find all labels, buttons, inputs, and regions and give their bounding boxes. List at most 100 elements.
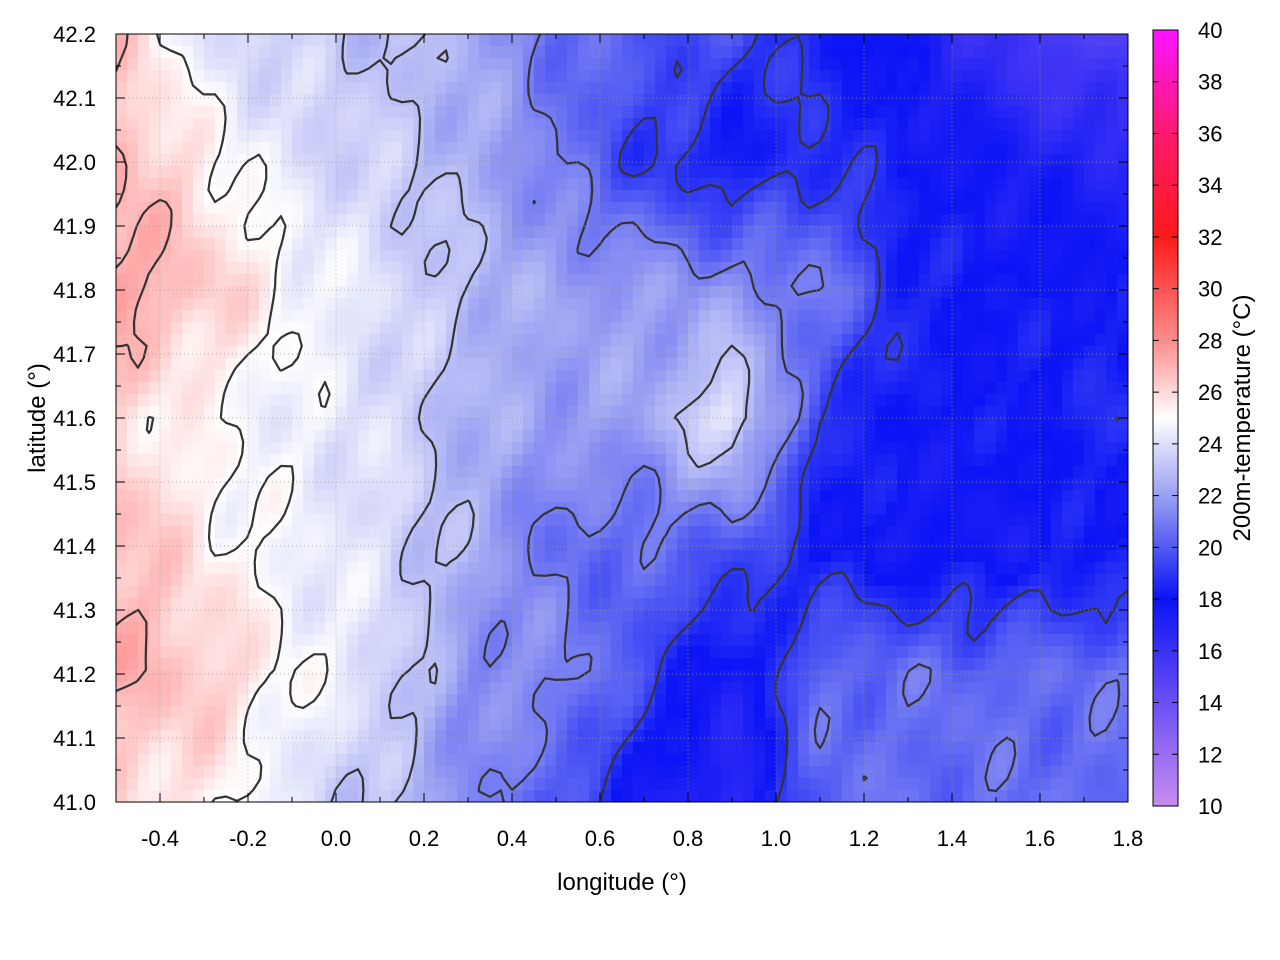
heatmap-cell	[930, 118, 942, 131]
heatmap-cell	[996, 634, 1008, 647]
heatmap-cell	[611, 106, 623, 119]
heatmap-cell	[996, 154, 1008, 167]
heatmap-cell	[149, 598, 161, 611]
heatmap-cell	[1073, 262, 1085, 275]
heatmap-cell	[1095, 502, 1107, 515]
heatmap-cell	[688, 154, 700, 167]
heatmap-cell	[237, 346, 249, 359]
heatmap-cell	[622, 610, 634, 623]
heatmap-cell	[226, 46, 238, 59]
heatmap-cell	[765, 430, 777, 443]
heatmap-cell	[336, 574, 348, 587]
heatmap-cell	[171, 430, 183, 443]
heatmap-cell	[138, 526, 150, 539]
heatmap-cell	[908, 178, 920, 191]
heatmap-cell	[611, 334, 623, 347]
heatmap-cell	[798, 298, 810, 311]
heatmap-cell	[809, 454, 821, 467]
heatmap-cell	[633, 418, 645, 431]
heatmap-cell	[369, 166, 381, 179]
heatmap-cell	[798, 598, 810, 611]
heatmap-cell	[732, 586, 744, 599]
heatmap-cell	[1095, 358, 1107, 371]
heatmap-cell	[1051, 502, 1063, 515]
heatmap-cell	[721, 226, 733, 239]
heatmap-cell	[864, 70, 876, 83]
heatmap-cell	[226, 514, 238, 527]
heatmap-cell	[787, 418, 799, 431]
heatmap-cell	[501, 658, 513, 671]
heatmap-cell	[226, 130, 238, 143]
heatmap-cell	[721, 430, 733, 443]
heatmap-cell	[864, 574, 876, 587]
heatmap-cell	[985, 46, 997, 59]
heatmap-cell	[534, 250, 546, 263]
heatmap-cell	[1029, 610, 1041, 623]
heatmap-cell	[435, 646, 447, 659]
heatmap-cell	[699, 166, 711, 179]
heatmap-cell	[985, 322, 997, 335]
heatmap-cell	[633, 478, 645, 491]
heatmap-cell	[941, 46, 953, 59]
heatmap-cell	[490, 154, 502, 167]
heatmap-cell	[545, 586, 557, 599]
heatmap-cell	[567, 478, 579, 491]
heatmap-cell	[281, 46, 293, 59]
heatmap-cell	[732, 370, 744, 383]
heatmap-cell	[677, 658, 689, 671]
heatmap-cell	[1084, 214, 1096, 227]
heatmap-cell	[1051, 598, 1063, 611]
heatmap-cell	[886, 598, 898, 611]
heatmap-cell	[875, 262, 887, 275]
heatmap-cell	[226, 286, 238, 299]
heatmap-cell	[457, 322, 469, 335]
heatmap-cell	[435, 322, 447, 335]
heatmap-cell	[215, 130, 227, 143]
heatmap-cell	[963, 322, 975, 335]
heatmap-cell	[974, 598, 986, 611]
heatmap-cell	[578, 406, 590, 419]
heatmap-cell	[534, 154, 546, 167]
heatmap-cell	[633, 502, 645, 515]
heatmap-cell	[380, 406, 392, 419]
heatmap-cell	[1095, 550, 1107, 563]
heatmap-cell	[259, 142, 271, 155]
heatmap-cell	[369, 658, 381, 671]
heatmap-cell	[776, 262, 788, 275]
heatmap-cell	[1095, 226, 1107, 239]
heatmap-cell	[754, 94, 766, 107]
heatmap-cell	[1062, 670, 1074, 683]
heatmap-cell	[864, 202, 876, 215]
heatmap-cell	[149, 214, 161, 227]
heatmap-cell	[457, 34, 469, 47]
heatmap-cell	[1007, 382, 1019, 395]
heatmap-cell	[545, 622, 557, 635]
heatmap-cell	[611, 430, 623, 443]
heatmap-cell	[204, 250, 216, 263]
heatmap-cell	[193, 202, 205, 215]
heatmap-cell	[820, 466, 832, 479]
heatmap-cell	[930, 406, 942, 419]
heatmap-cell	[237, 202, 249, 215]
heatmap-cell	[831, 118, 843, 131]
heatmap-cell	[941, 454, 953, 467]
heatmap-cell	[325, 358, 337, 371]
heatmap-cell	[875, 250, 887, 263]
heatmap-cell	[864, 310, 876, 323]
heatmap-cell	[369, 562, 381, 575]
heatmap-cell	[996, 214, 1008, 227]
heatmap-cell	[325, 286, 337, 299]
heatmap-cell	[402, 178, 414, 191]
heatmap-cell	[523, 214, 535, 227]
heatmap-cell	[677, 106, 689, 119]
heatmap-cell	[1029, 526, 1041, 539]
heatmap-cell	[215, 442, 227, 455]
heatmap-cell	[567, 214, 579, 227]
heatmap-cell	[1073, 190, 1085, 203]
heatmap-cell	[380, 130, 392, 143]
heatmap-cell	[622, 562, 634, 575]
heatmap-cell	[468, 202, 480, 215]
heatmap-cell	[534, 286, 546, 299]
heatmap-cell	[985, 178, 997, 191]
heatmap-cell	[270, 382, 282, 395]
